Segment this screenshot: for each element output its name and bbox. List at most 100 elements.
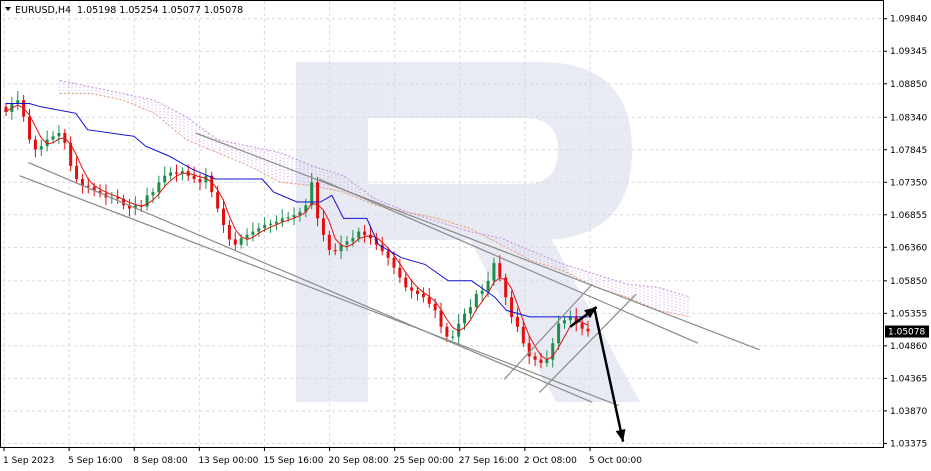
candle-body	[539, 359, 543, 363]
candle-body	[392, 257, 396, 268]
candle-body	[169, 172, 173, 176]
candle-body	[486, 280, 490, 291]
candle-body	[568, 316, 572, 321]
candle-body	[239, 238, 243, 245]
candle-body	[257, 228, 261, 232]
x-tick-label: 27 Sep 16:00	[459, 456, 519, 466]
x-tick-label: 1 Sep 2023	[3, 456, 54, 466]
candle-body	[304, 205, 308, 212]
tenkan-line	[5, 104, 589, 361]
x-tick-label: 8 Sep 08:00	[133, 456, 188, 466]
chart-header: EURUSD,H4 1.05198 1.05254 1.05077 1.0507…	[5, 5, 243, 16]
x-tick-label: 25 Sep 00:00	[394, 456, 454, 466]
candle-body	[57, 133, 61, 137]
candle-body	[133, 205, 137, 209]
last-price-label: 1.05078	[888, 328, 925, 338]
last-price-badge: 1.05078	[885, 325, 929, 338]
small-channel-top-line	[503, 283, 593, 380]
x-tick-label: 5 Sep 16:00	[68, 456, 123, 466]
x-tick-label: 13 Sep 00:00	[198, 456, 258, 466]
indicator-lines	[5, 103, 589, 361]
candle-body	[198, 179, 202, 183]
candle-body	[180, 171, 184, 174]
small-channel-bottom-line	[538, 293, 637, 393]
candle-body	[533, 356, 537, 360]
candle-body	[28, 116, 32, 140]
candle-body	[16, 100, 20, 104]
candle-body	[427, 297, 431, 304]
trendlines	[19, 132, 760, 407]
y-tick-label: 1.08340	[890, 113, 927, 123]
plot-frame	[0, 0, 884, 448]
price-axis[interactable]: 1.09840 1.09345 1.08850 1.08340 1.07845 1.073…	[883, 15, 927, 450]
candle-body	[474, 293, 478, 308]
candle-body	[174, 172, 178, 174]
candle-body	[321, 218, 325, 235]
x-tick-label: 2 Oct 08:00	[524, 456, 577, 466]
candle-body	[421, 293, 425, 298]
y-tick-label: 1.06360	[890, 243, 927, 253]
candle-body	[122, 198, 126, 206]
candle-body	[298, 211, 302, 216]
candle-body	[274, 221, 278, 224]
candle-body	[551, 343, 555, 360]
y-tick-label: 1.03375	[890, 439, 927, 449]
candle-body	[33, 139, 37, 150]
candle-body	[327, 234, 331, 250]
y-tick-label: 1.06855	[890, 211, 927, 221]
candle-body	[527, 343, 531, 357]
candle-body	[445, 326, 449, 337]
candle-body	[80, 179, 84, 186]
candle-body	[463, 313, 467, 324]
candle-body	[374, 238, 378, 245]
candle-body	[333, 249, 337, 252]
candle-body	[480, 290, 484, 294]
candle-body	[4, 106, 8, 113]
candle-body	[157, 182, 161, 193]
candle-body	[39, 146, 43, 150]
candle-body	[545, 359, 549, 363]
candle-body	[86, 185, 90, 187]
candle-body	[492, 263, 496, 281]
candle-body	[127, 205, 131, 209]
candle-body	[51, 136, 55, 140]
candle-body	[339, 244, 343, 252]
candle-body	[75, 165, 79, 180]
dropdown-triangle-icon[interactable]	[5, 7, 11, 11]
candle-body	[292, 215, 296, 218]
candle-body	[398, 267, 402, 278]
candle-body	[363, 231, 367, 235]
candle-body	[351, 238, 355, 242]
candle-body	[580, 323, 584, 329]
forecast-arrows	[569, 306, 626, 443]
time-axis[interactable]: 1 Sep 2023 5 Sep 16:00 8 Sep 08:00 13 Sep 0…	[3, 447, 642, 466]
candle-body	[263, 224, 267, 229]
candle-body	[310, 182, 314, 206]
candle-body	[416, 290, 420, 294]
candle-body	[69, 142, 73, 166]
candle-body	[368, 234, 372, 239]
candle-body	[468, 307, 472, 314]
y-tick-label: 1.09345	[890, 47, 927, 57]
candle-body	[222, 208, 226, 225]
candle-body	[521, 326, 525, 344]
candle-body	[204, 175, 208, 183]
candle-body	[151, 192, 155, 196]
y-tick-label: 1.05355	[890, 309, 927, 319]
candle-body	[386, 251, 390, 258]
candle-body	[433, 303, 437, 311]
forecast-arrow-shaft	[592, 306, 625, 443]
candle-body	[504, 277, 508, 298]
y-tick-label: 1.03870	[890, 407, 927, 417]
y-tick-label: 1.04365	[890, 374, 927, 384]
candle-body	[163, 175, 167, 183]
forecast-arrow-head	[615, 428, 626, 442]
candle-body	[574, 316, 578, 324]
candle-body	[451, 336, 455, 338]
candle-body	[98, 190, 102, 194]
candle-body	[557, 323, 561, 344]
candle-body	[510, 297, 514, 317]
candle-body	[210, 175, 214, 193]
